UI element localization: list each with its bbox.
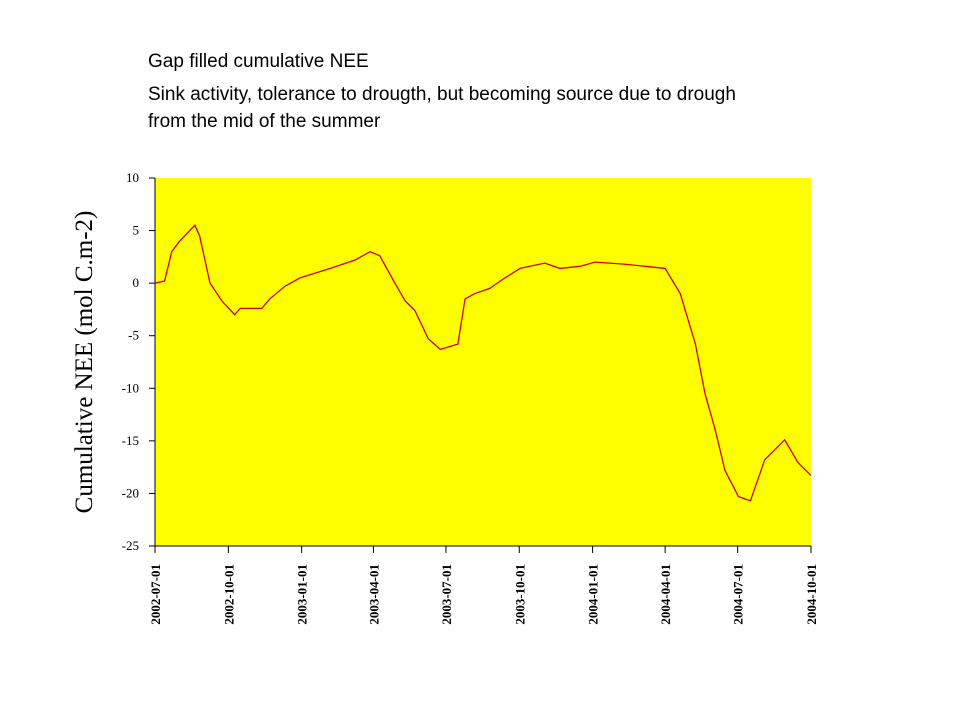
title-line: from the mid of the summer: [148, 111, 381, 132]
x-tick-label: 2004-01-01: [586, 564, 601, 625]
y-tick-label: -15: [122, 433, 139, 448]
x-tick-label: 2003-07-01: [439, 564, 454, 625]
plot-area: [155, 178, 811, 546]
title-line: Sink activity, tolerance to drougth, but…: [148, 84, 736, 105]
y-axis-label: Cumulative NEE (mol C.m-2): [71, 211, 98, 514]
data-line: [154, 224, 812, 502]
x-tick-label: 2004-04-01: [658, 564, 673, 625]
y-tick-label: 0: [133, 275, 140, 290]
x-tick-label: 2002-07-01: [148, 564, 163, 625]
title-line: Gap filled cumulative NEE: [148, 51, 369, 72]
x-tick-label: 2003-04-01: [366, 564, 381, 625]
y-tick-label: 5: [133, 223, 140, 238]
x-tick-label: 2002-10-01: [221, 564, 236, 625]
x-tick-label: 2004-10-01: [804, 564, 819, 625]
y-tick-label: -10: [122, 380, 139, 395]
y-tick-label: -5: [128, 328, 139, 343]
y-tick-label: -25: [122, 538, 139, 553]
x-tick-label: 2003-01-01: [295, 564, 310, 625]
x-tick-label: 2003-10-01: [512, 564, 527, 625]
y-tick-label: -20: [122, 485, 139, 500]
y-tick-label: 10: [126, 170, 139, 185]
x-tick-label: 2004-07-01: [731, 564, 746, 625]
